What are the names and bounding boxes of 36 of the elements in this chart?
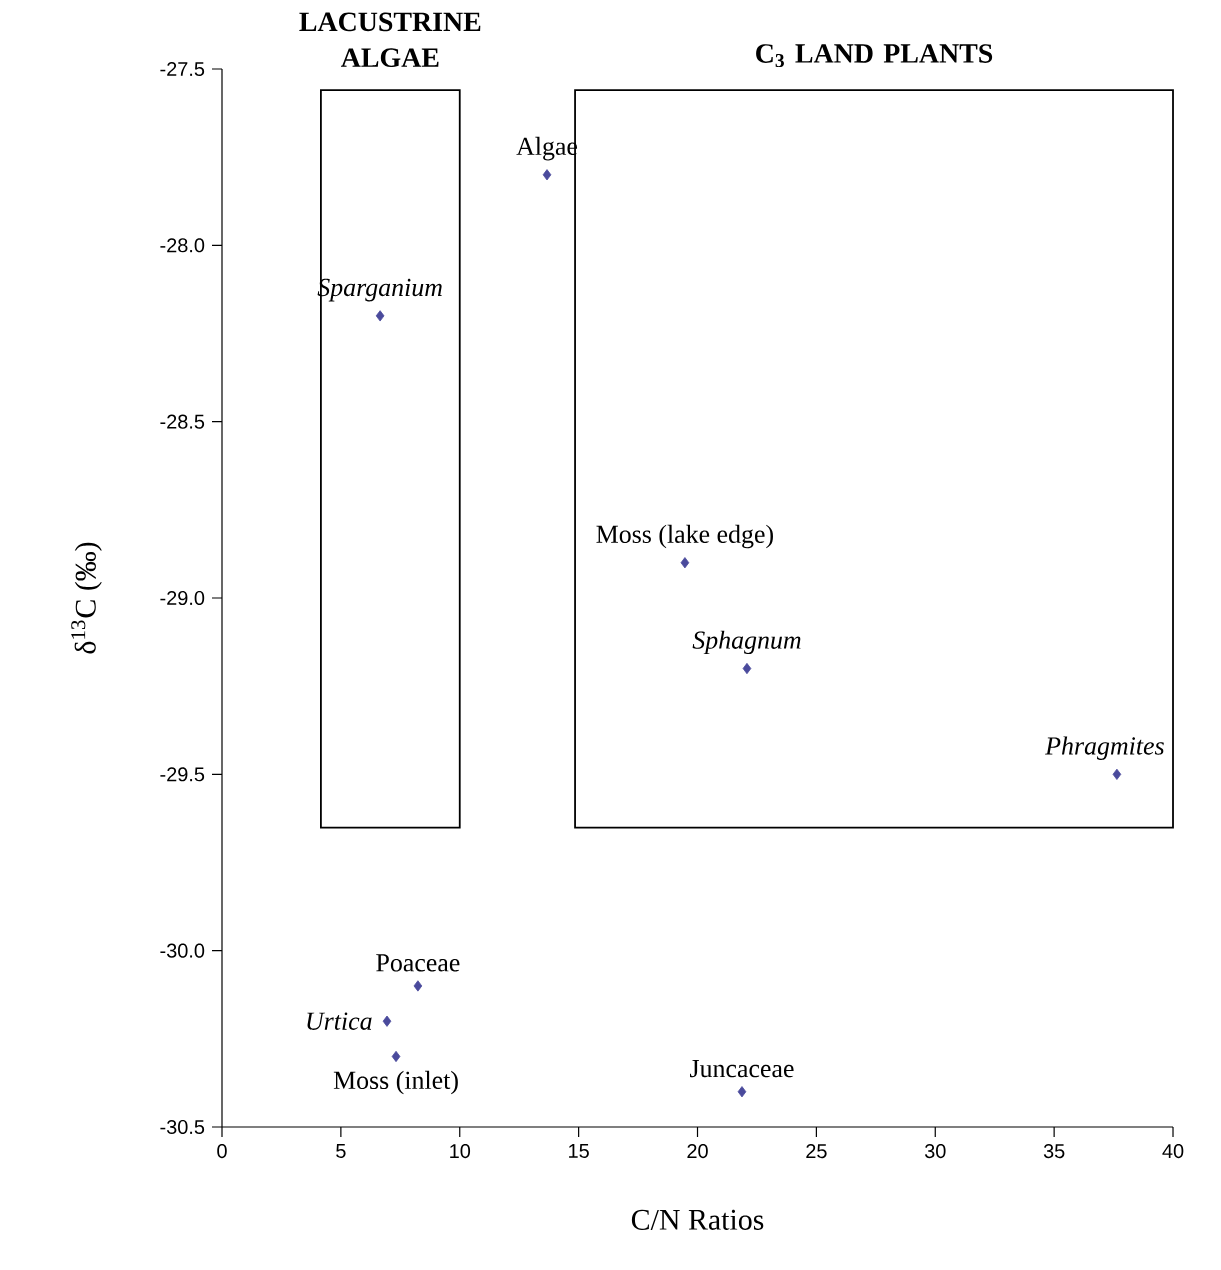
y-tick-label: -30.0 (160, 943, 205, 958)
x-tick-label: 15 (569, 1144, 589, 1158)
point (1112, 768, 1122, 780)
x-tick-label: 10 (450, 1144, 471, 1159)
x-tick-label: 5 (336, 1144, 346, 1158)
x-tick-label: 25 (806, 1144, 827, 1159)
annotation: Phragmites (1045, 736, 1164, 760)
x-tick-label: 20 (687, 1144, 708, 1159)
point (680, 557, 690, 569)
annotation: Poaceae (376, 954, 460, 972)
point (413, 980, 423, 992)
x-axis-title: C/N Ratios (631, 1209, 764, 1230)
point (391, 1050, 401, 1063)
x-tick-label: 30 (924, 1144, 946, 1159)
annotation: Juncaceae (690, 1060, 794, 1078)
x-tick-label: 35 (1043, 1144, 1065, 1159)
annotation: Urtica (307, 1012, 372, 1030)
point (382, 1015, 392, 1027)
y-tick-label: -29.0 (160, 590, 205, 606)
x-tick-label: 40 (1162, 1144, 1184, 1159)
y-tick-label: -28.5 (160, 414, 205, 429)
annotation: Moss (inlet) (333, 1070, 458, 1095)
point (542, 169, 552, 181)
point (737, 1086, 747, 1098)
band-label: LACUSTRINE ALGAE (299, 12, 481, 68)
band-label: C$_{3}$ LAND PLANTS (756, 44, 993, 68)
y-tick-label: -30.5 (160, 1119, 205, 1135)
y-tick-label: -28.0 (160, 238, 205, 253)
y-axis-title: δ$^{13}$C (‰) (71, 542, 102, 654)
y-tick-label: -27.5 (160, 61, 205, 77)
point (742, 662, 752, 675)
y-tick-label: -29.5 (160, 767, 205, 782)
x-tick-label: 0 (217, 1144, 227, 1159)
annotation: Sphagnum (692, 630, 801, 655)
point (375, 310, 385, 322)
annotation: Moss (lake edge) (596, 524, 773, 549)
